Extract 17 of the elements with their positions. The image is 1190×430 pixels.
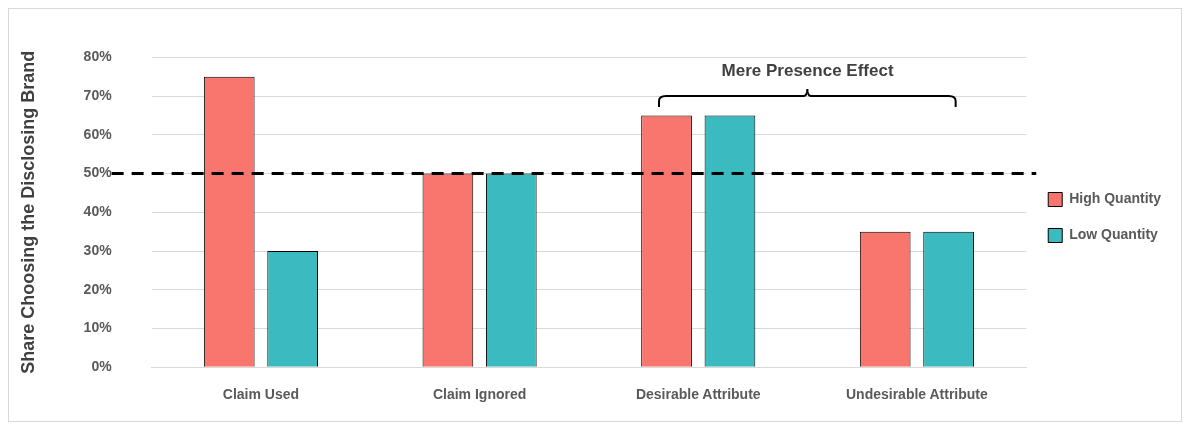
legend-label: High Quantity [1069, 190, 1162, 207]
y-tick-label: 60% [83, 125, 113, 142]
y-tick-label: 80% [83, 48, 113, 65]
x-tick-label: Claim Used [222, 386, 300, 403]
x-tick-label: Claim Ignored [432, 386, 527, 403]
y-tick-label: 50% [83, 164, 113, 181]
x-tick-label: Undesirable Attribute [845, 386, 989, 403]
y-tick-label: 30% [83, 241, 113, 258]
y-axis-title: Share Choosing the Disclosing Brand [17, 50, 38, 374]
y-tick-label: 20% [83, 280, 113, 297]
annotation: Mere Presence Effect [721, 61, 894, 81]
y-tick-label: 10% [83, 319, 113, 336]
legend-label: Low Quantity [1069, 226, 1159, 243]
y-tick-label: 0% [91, 358, 113, 375]
x-tick-label: Desirable Attribute [635, 386, 761, 403]
y-tick-label: 70% [83, 86, 113, 103]
y-tick-label: 40% [83, 203, 113, 220]
